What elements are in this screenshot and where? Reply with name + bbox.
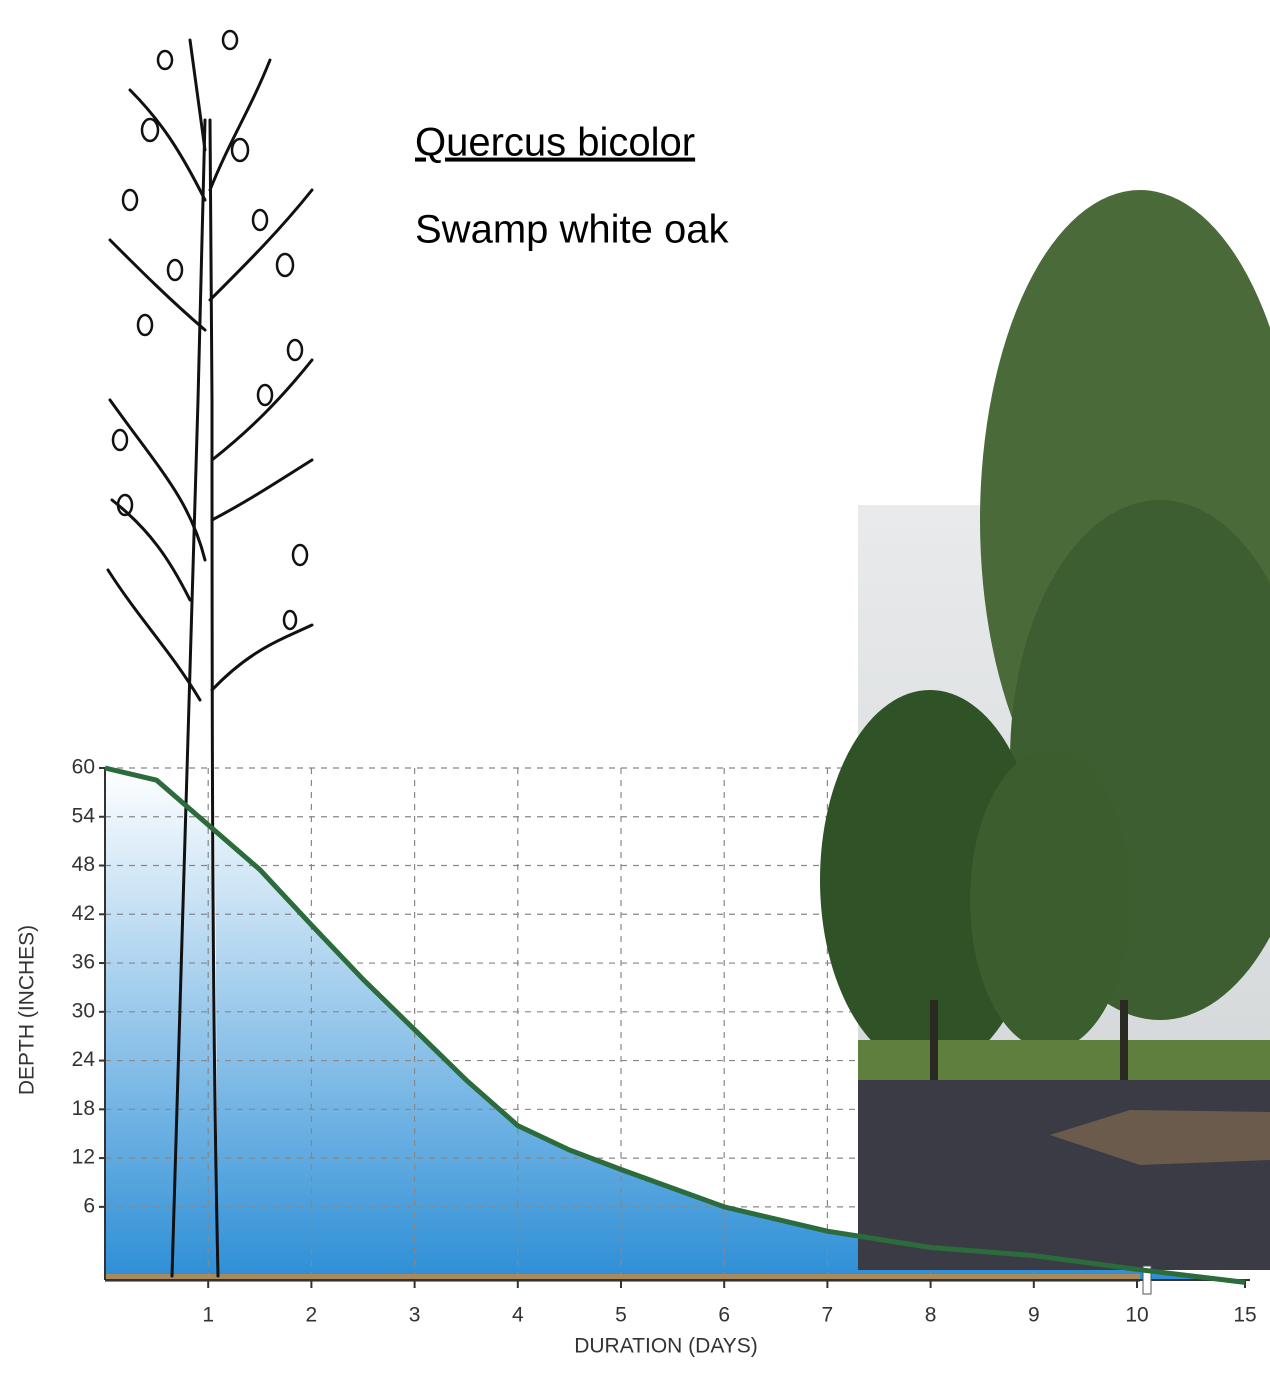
y-tick-label: 60 xyxy=(72,756,95,779)
x-axis-label: DURATION (DAYS) xyxy=(574,1335,758,1358)
water-area xyxy=(105,768,1245,1283)
axis-break xyxy=(1142,1265,1152,1295)
x-tick-label: 9 xyxy=(1028,1304,1040,1327)
y-tick-label: 54 xyxy=(72,804,96,827)
x-tick-label: 8 xyxy=(925,1304,937,1327)
x-tick-label: 1 xyxy=(202,1304,214,1327)
y-tick-label: 6 xyxy=(83,1194,95,1217)
y-tick-label: 48 xyxy=(72,853,95,876)
y-tick-label: 30 xyxy=(72,999,95,1022)
y-tick-label: 24 xyxy=(72,1048,96,1071)
x-tick-label: 4 xyxy=(512,1304,524,1327)
line xyxy=(104,765,1246,1285)
photo xyxy=(820,190,1270,1270)
title: Quercus bicolor xyxy=(415,121,695,165)
x-tick-label: 5 xyxy=(615,1304,627,1327)
x-tick-label: 7 xyxy=(822,1304,834,1327)
y-tick-label: 42 xyxy=(72,902,95,925)
x-tick-label: 10 xyxy=(1125,1304,1148,1327)
y-axis-label: DEPTH (INCHES) xyxy=(16,925,39,1095)
tree-drawing xyxy=(106,29,314,1278)
x-tick-label: 15 xyxy=(1233,1304,1256,1327)
y-tick-label: 36 xyxy=(72,951,95,974)
x-tick-label: 3 xyxy=(409,1304,421,1327)
ground-strip xyxy=(105,1274,1140,1282)
subtitle: Swamp white oak xyxy=(415,208,729,252)
x-tick-label: 6 xyxy=(718,1304,730,1327)
x-tick-label: 2 xyxy=(306,1304,318,1327)
y-tick-label: 12 xyxy=(72,1146,95,1169)
y-tick-label: 18 xyxy=(72,1097,95,1120)
